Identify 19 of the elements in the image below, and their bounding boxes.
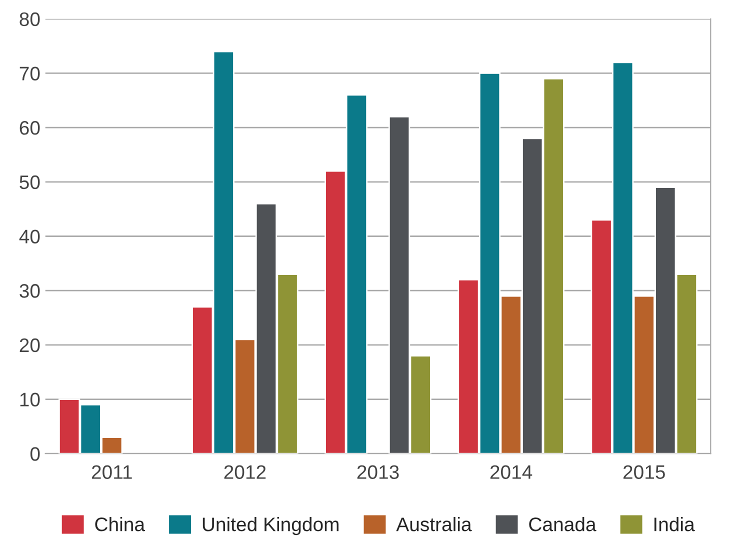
legend-label: China	[95, 517, 146, 532]
y-tick-label: 10	[20, 392, 40, 406]
y-tick-label: 0	[30, 447, 40, 461]
y-tick-label: 50	[20, 175, 40, 190]
x-tick-label: 2014	[490, 465, 532, 479]
y-tick-label: 70	[20, 66, 40, 80]
legend-label: India	[654, 517, 695, 532]
x-tick-label: 2015	[623, 465, 665, 479]
legend-label: Australia	[396, 517, 472, 532]
y-tick-label: 30	[20, 284, 40, 298]
legend-label: Canada	[529, 517, 596, 532]
y-tick-label: 20	[20, 338, 40, 352]
y-tick-label: 60	[20, 121, 40, 135]
legend-label: United Kingdom	[202, 517, 338, 536]
y-tick-label: 40	[19, 230, 40, 244]
y-tick-label: 80	[20, 12, 40, 26]
x-tick-label: 2011	[92, 465, 132, 479]
x-tick-label: 2013	[357, 465, 399, 479]
x-tick-label: 2012	[224, 465, 266, 479]
